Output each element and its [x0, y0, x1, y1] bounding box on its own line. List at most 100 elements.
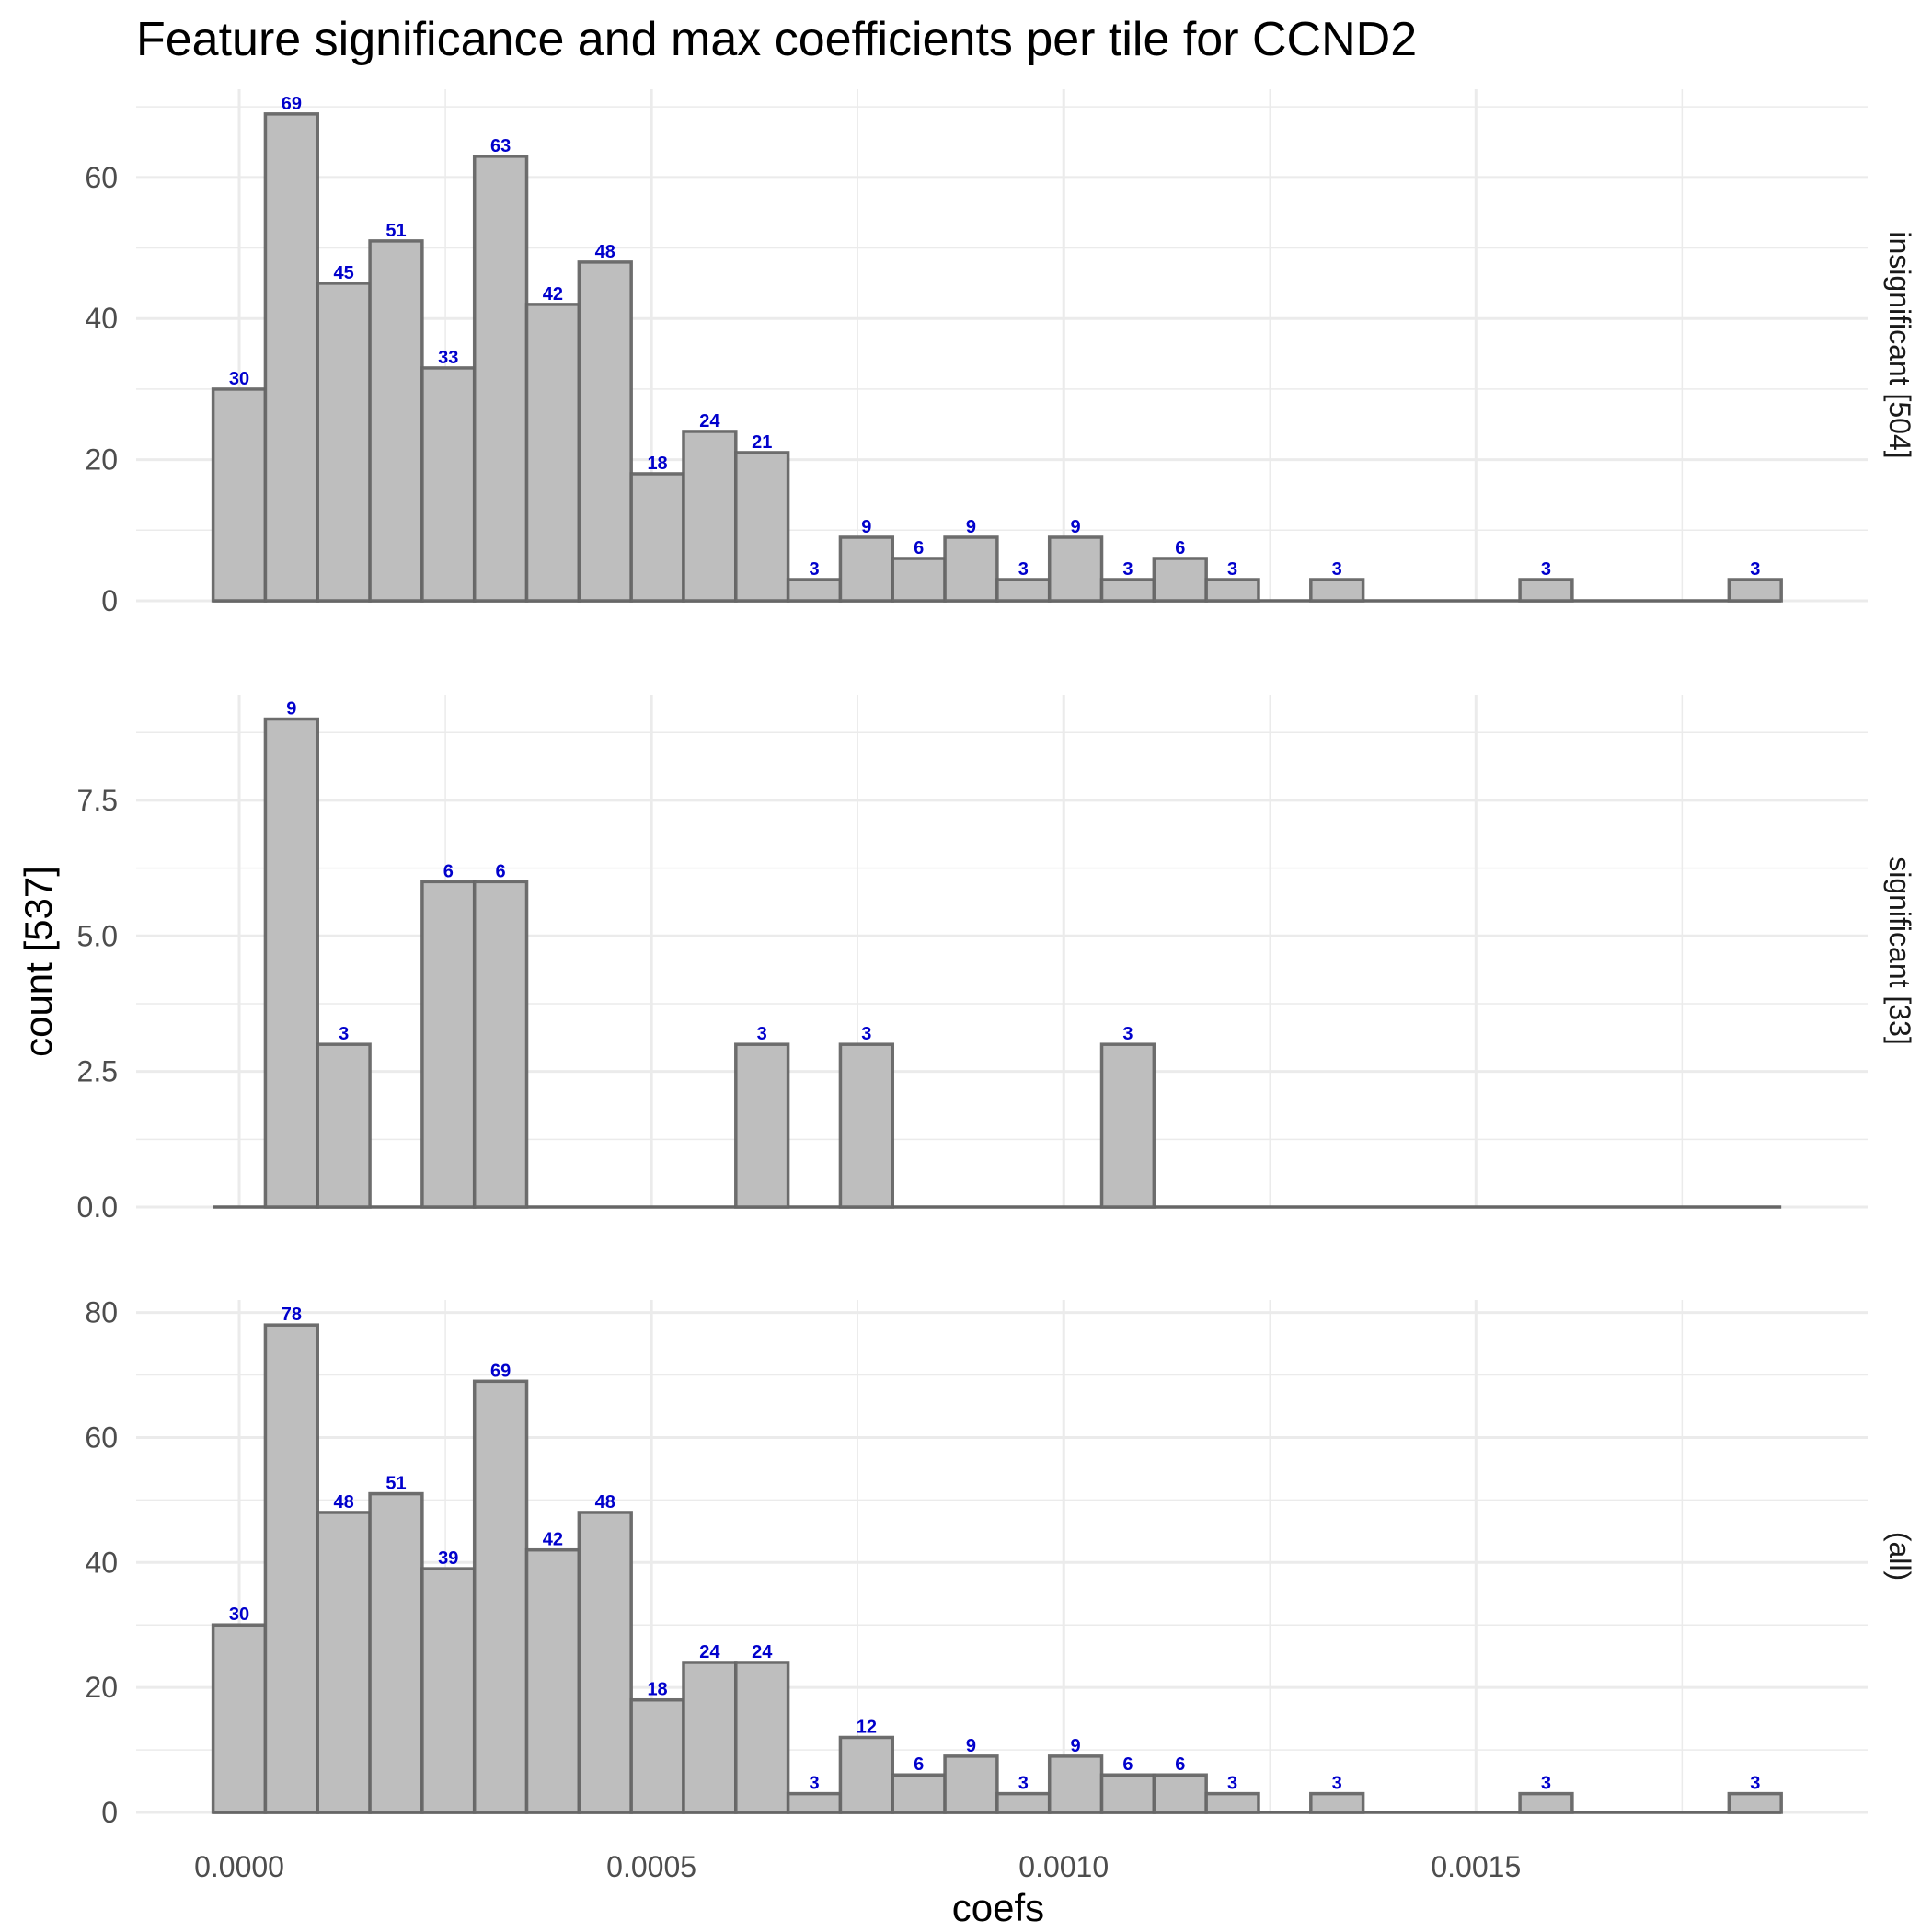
- histogram-bar: [734, 1661, 790, 1814]
- histogram-bar: [1047, 1754, 1104, 1814]
- bar-count-label: 3: [1750, 1774, 1760, 1794]
- facet-strip-label: (all): [1883, 1532, 1916, 1581]
- bar-count-label: 24: [699, 411, 720, 431]
- histogram-bar: [316, 1511, 372, 1814]
- y-tick-label: 80: [85, 1296, 118, 1329]
- histogram-bar: [524, 1547, 581, 1814]
- y-tick-label: 2.5: [77, 1055, 118, 1088]
- y-tick-label: 0.0: [77, 1190, 118, 1224]
- histogram-bar: [786, 1791, 843, 1814]
- histogram-bar: [943, 535, 999, 603]
- bar-count-label: 21: [752, 432, 772, 453]
- bar-count-label: 18: [647, 1680, 667, 1700]
- y-tick-label: 40: [85, 1546, 118, 1579]
- histogram-bar: [1099, 1042, 1156, 1209]
- histogram-bar: [838, 1735, 895, 1814]
- bar-count-label: 3: [1018, 1774, 1029, 1794]
- bar-count-label: 6: [443, 861, 454, 881]
- histogram-bar: [891, 1773, 947, 1814]
- histogram-bar: [1518, 1791, 1574, 1814]
- bar-count-label: 42: [543, 284, 563, 305]
- x-axis-title: coefs: [952, 1886, 1044, 1929]
- histogram-bar: [629, 472, 685, 603]
- histogram-bar: [734, 1042, 790, 1209]
- histogram-bar: [524, 303, 581, 603]
- bar-count-label: 18: [647, 454, 667, 474]
- bar-count-label: 69: [282, 94, 302, 114]
- bar-count-label: 39: [438, 1548, 458, 1569]
- y-tick-label: 60: [85, 161, 118, 194]
- bar-count-label: 3: [1122, 559, 1133, 580]
- bar-count-label: 48: [334, 1492, 354, 1512]
- bar-count-label: 42: [543, 1530, 563, 1550]
- histogram-bar: [316, 282, 372, 603]
- bar-count-label: 51: [385, 1474, 406, 1494]
- histogram-bar: [682, 430, 738, 603]
- bar-count-label: 45: [334, 263, 354, 283]
- histogram-bar: [263, 1323, 320, 1814]
- histogram-bar: [1152, 557, 1208, 603]
- histogram-bar: [1152, 1773, 1208, 1814]
- bar-count-label: 3: [1332, 1774, 1342, 1794]
- histogram-bar: [629, 1697, 685, 1814]
- histogram-bar: [420, 1567, 477, 1814]
- bar-count-label: 33: [438, 348, 458, 368]
- y-tick-label: 20: [85, 1671, 118, 1704]
- bar-count-label: 12: [857, 1717, 877, 1737]
- facet-strip-label: insignificant [504]: [1883, 231, 1916, 458]
- bar-count-label: 6: [1175, 1754, 1185, 1775]
- y-tick-label: 20: [85, 443, 118, 477]
- bar-count-label: 3: [861, 1024, 871, 1044]
- y-tick-label: 40: [85, 302, 118, 335]
- histogram-bar: [1204, 1791, 1260, 1814]
- histogram-bar: [211, 1623, 268, 1814]
- bar-count-label: 3: [809, 1774, 819, 1794]
- histogram-bar: [995, 578, 1052, 603]
- bar-count-label: 3: [339, 1024, 349, 1044]
- bar-count-label: 51: [385, 221, 406, 241]
- histogram-bar: [577, 1511, 633, 1814]
- bar-count-label: 6: [914, 538, 924, 558]
- facet-panel-2: 0.0 2.5 5.0 7.5 9 3 6 6 3 3 3 significant [33]: [77, 695, 1916, 1224]
- y-tick-label: 7.5: [77, 784, 118, 817]
- bar-count-label: 6: [496, 861, 506, 881]
- histogram-bar: [472, 880, 529, 1209]
- bar-count-label: 24: [699, 1642, 720, 1662]
- bar-count-label: 3: [1018, 559, 1029, 580]
- bar-count-label: 48: [595, 242, 615, 262]
- histogram-bar: [472, 155, 529, 603]
- x-tick-label: 0.0005: [606, 1850, 696, 1883]
- y-tick-label: 0: [101, 1796, 118, 1829]
- bar-count-label: 3: [1541, 559, 1551, 580]
- bar-count-label: 3: [1227, 1774, 1237, 1794]
- histogram-bar: [734, 451, 790, 603]
- histogram-bar: [472, 1379, 529, 1814]
- histogram-bar: [682, 1661, 738, 1814]
- histogram-bar: [1047, 535, 1104, 603]
- bar-count-label: 3: [809, 559, 819, 580]
- bar-count-label: 3: [1227, 559, 1237, 580]
- histogram-bar: [1727, 1791, 1783, 1814]
- histogram-bar: [995, 1791, 1052, 1814]
- y-tick-label: 0: [101, 584, 118, 617]
- y-tick-label: 5.0: [77, 919, 118, 952]
- histogram-bar: [1727, 578, 1783, 603]
- histogram-bar: [368, 239, 424, 603]
- bar-count-label: 9: [861, 517, 871, 537]
- bar-count-label: 9: [1071, 517, 1081, 537]
- bar-count-label: 69: [490, 1361, 511, 1381]
- bar-count-label: 6: [1122, 1754, 1133, 1775]
- bar-count-label: 3: [1122, 1024, 1133, 1044]
- histogram-bar: [577, 260, 633, 603]
- bar-count-label: 3: [1332, 559, 1342, 580]
- facet-strip-label: significant [33]: [1883, 857, 1916, 1045]
- bar-count-label: 48: [595, 1492, 615, 1512]
- bar-count-label: 30: [229, 369, 249, 389]
- histogram-bar: [1099, 1773, 1156, 1814]
- histogram-bar: [838, 1042, 895, 1209]
- bar-count-label: 3: [757, 1024, 767, 1044]
- histogram-bar: [211, 387, 268, 603]
- bar-count-label: 9: [966, 517, 976, 537]
